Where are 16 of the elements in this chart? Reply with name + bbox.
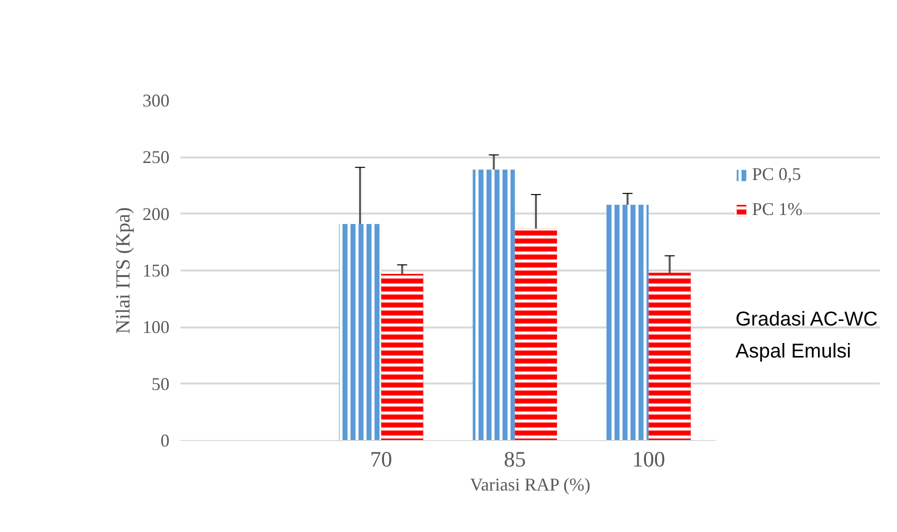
x-tick-label: 100 — [632, 446, 666, 472]
text: Gradasi AC-WC — [736, 308, 878, 330]
y-tick-label: 250 — [142, 147, 170, 168]
y-tick-label: 100 — [142, 317, 170, 338]
y-tick-label: 300 — [142, 90, 170, 110]
text: Aspal Emulsi — [736, 340, 852, 362]
x-tick-label: 85 — [504, 446, 526, 472]
legend-label: PC 1% — [752, 199, 803, 220]
legend-label: PC 0,5 — [752, 164, 802, 185]
y-tick-label: 0 — [160, 430, 170, 450]
y-tick-label: 50 — [152, 374, 170, 394]
y-tick-label: 150 — [142, 260, 170, 280]
x-tick-label: 70 — [370, 446, 392, 472]
y-tick-label: 200 — [142, 204, 170, 224]
x-axis-title: Variasi RAP (%) — [470, 474, 590, 494]
y-axis-title: Nilai ITS (Kpa) — [112, 207, 134, 334]
